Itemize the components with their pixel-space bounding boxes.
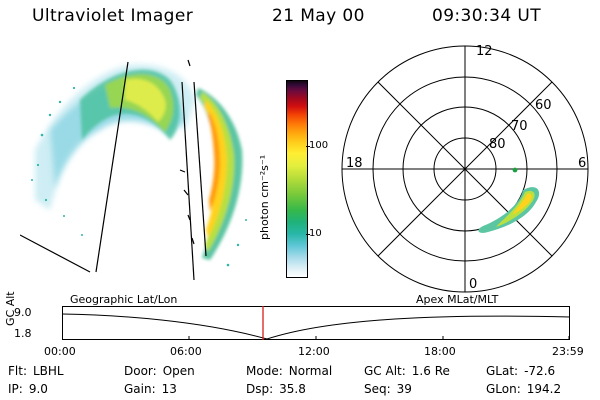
mlt-label-6: 6 — [578, 156, 587, 171]
mlt-label-0: 0 — [469, 277, 478, 292]
colorbar-tick-10: 10 — [309, 228, 322, 239]
altitude-curve — [62, 313, 570, 340]
geographic-grid-lines — [20, 59, 207, 281]
lat-label-60: 60 — [535, 98, 552, 113]
observation-date: 21 May 00 — [272, 6, 365, 26]
time-tick-1800: 18:00 — [424, 345, 456, 358]
info-glon: GLon: 194.2 — [486, 382, 562, 396]
colorbar-tick-100: 100 — [309, 140, 329, 151]
polar-position-dot — [512, 167, 518, 173]
mlt-label-18: 18 — [346, 156, 363, 171]
info-gain: Gain: 13 — [124, 382, 177, 396]
altitude-plot-frame — [62, 306, 570, 340]
time-tick-2359: 23:59 — [552, 345, 584, 358]
info-door: Door: Open — [124, 364, 195, 378]
colorbar-tickmark-10 — [306, 234, 310, 235]
info-dsp: Dsp: 35.8 — [246, 382, 306, 396]
instrument-title: Ultraviolet Imager — [32, 6, 194, 26]
geographic-auroral-image — [20, 59, 247, 281]
lat-label-70: 70 — [511, 119, 528, 134]
info-glat: GLat: -72.6 — [486, 364, 556, 378]
colorbar-label: photon cm⁻²s⁻¹ — [258, 154, 271, 240]
speckle-dots — [31, 86, 247, 267]
geographic-projection-label: Geographic Lat/Lon — [70, 293, 178, 306]
info-filter: Flt: LBHL — [8, 364, 64, 378]
mlt-label-12: 12 — [476, 44, 493, 59]
altitude-timeline-plot — [62, 306, 570, 340]
time-tick-1200: 12:00 — [298, 345, 330, 358]
polar-diagonal-2 — [377, 81, 553, 257]
polar-auroral-emission — [478, 187, 540, 233]
lat-label-80: 80 — [489, 137, 506, 152]
info-seq: Seq: 39 — [364, 382, 412, 396]
info-gc-alt: GC Alt: 1.6 Re — [364, 364, 450, 378]
arc-emission-region — [80, 69, 243, 260]
altitude-ytick-high: 9.0 — [14, 306, 32, 319]
altitude-ytick-low: 1.8 — [14, 327, 32, 340]
apex-projection-label: Apex MLat/MLT — [416, 293, 499, 306]
observation-time: 09:30:34 UT — [432, 6, 541, 26]
info-ip: IP: 9.0 — [8, 382, 48, 396]
time-tick-0600: 06:00 — [170, 345, 202, 358]
colorbar-tickmark-100 — [306, 146, 310, 147]
polar-mlat-mlt-plot — [341, 45, 589, 293]
intensity-colorbar — [286, 80, 308, 278]
time-tick-0000: 00:00 — [44, 345, 76, 358]
info-mode: Mode: Normal — [246, 364, 333, 378]
